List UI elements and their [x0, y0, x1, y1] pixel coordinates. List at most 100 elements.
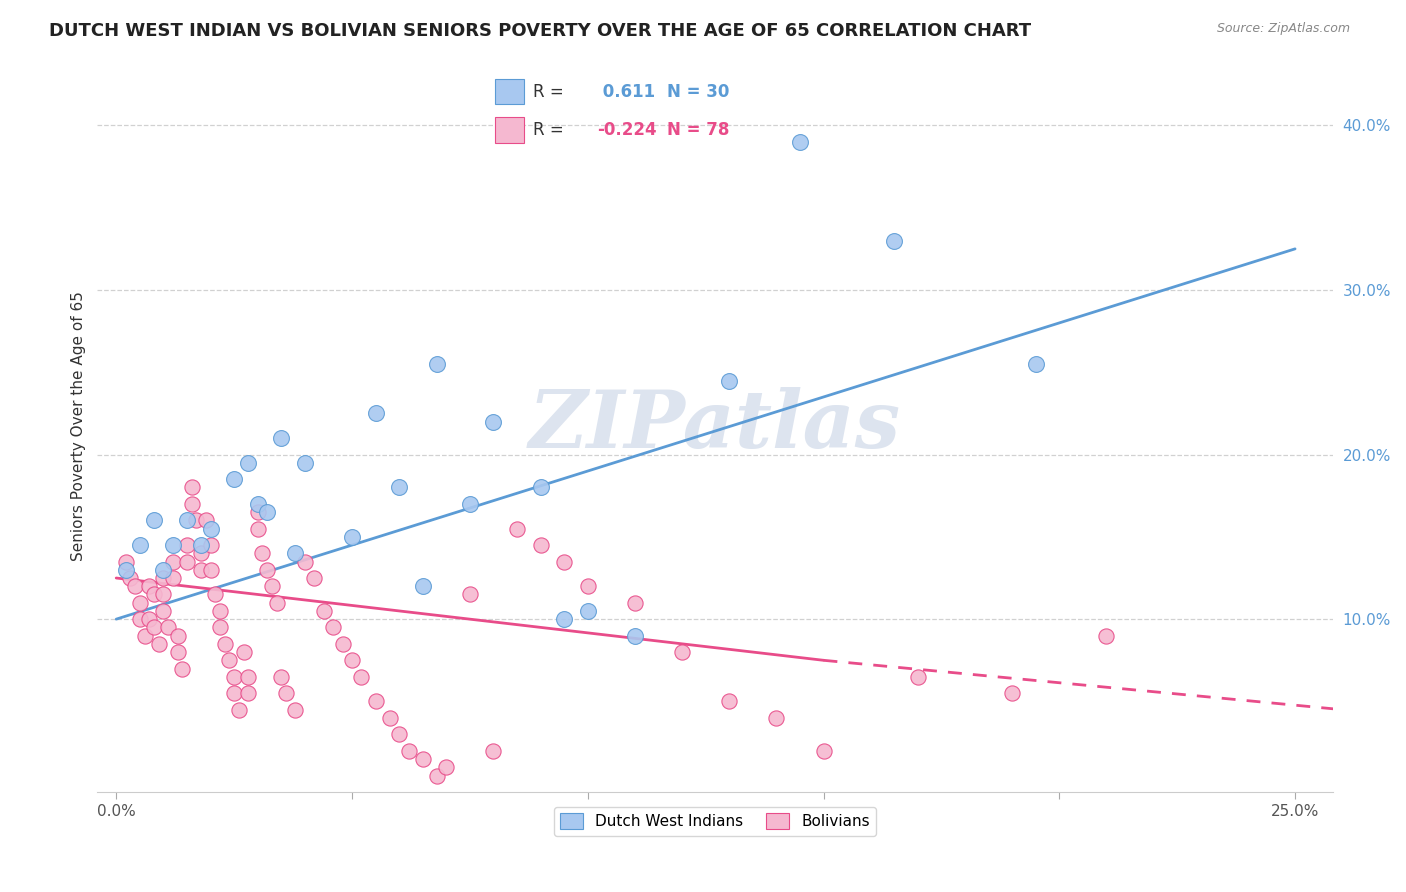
Point	[172, 661, 194, 675]
Point	[176, 513, 198, 527]
Point	[529, 481, 551, 495]
Text: DUTCH WEST INDIAN VS BOLIVIAN SENIORS POVERTY OVER THE AGE OF 65 CORRELATION CHA: DUTCH WEST INDIAN VS BOLIVIAN SENIORS PO…	[49, 22, 1032, 40]
Point	[208, 620, 231, 634]
Point	[412, 752, 434, 766]
Point	[208, 604, 231, 618]
Point	[364, 694, 387, 708]
Point	[186, 513, 208, 527]
Point	[138, 612, 160, 626]
Point	[152, 587, 174, 601]
Point	[789, 135, 811, 149]
Point	[576, 604, 599, 618]
Point	[482, 744, 505, 758]
Point	[114, 555, 136, 569]
Point	[350, 670, 373, 684]
Point	[294, 456, 316, 470]
Point	[228, 703, 250, 717]
Point	[152, 604, 174, 618]
Point	[222, 472, 245, 486]
Point	[162, 555, 184, 569]
Point	[260, 579, 283, 593]
Point	[256, 505, 278, 519]
Point	[120, 571, 142, 585]
Point	[238, 686, 260, 700]
Point	[190, 546, 212, 560]
Point	[246, 505, 269, 519]
Point	[148, 637, 170, 651]
Legend: Dutch West Indians, Bolivians: Dutch West Indians, Bolivians	[554, 807, 876, 836]
Point	[128, 612, 150, 626]
Point	[813, 744, 835, 758]
Point	[1025, 357, 1047, 371]
Point	[284, 546, 307, 560]
Point	[128, 596, 150, 610]
Point	[232, 645, 254, 659]
Point	[157, 620, 180, 634]
Point	[200, 522, 222, 536]
Point	[284, 703, 307, 717]
Point	[142, 587, 165, 601]
Point	[218, 653, 240, 667]
Text: ZIPatlas: ZIPatlas	[529, 387, 901, 465]
Point	[553, 612, 575, 626]
Point	[246, 497, 269, 511]
Text: Source: ZipAtlas.com: Source: ZipAtlas.com	[1216, 22, 1350, 36]
Point	[426, 357, 449, 371]
Point	[506, 522, 529, 536]
Point	[312, 604, 335, 618]
Point	[166, 645, 188, 659]
Point	[765, 711, 787, 725]
Point	[180, 497, 202, 511]
Point	[142, 513, 165, 527]
Point	[1095, 629, 1118, 643]
Point	[238, 456, 260, 470]
Point	[138, 579, 160, 593]
Point	[114, 563, 136, 577]
Point	[152, 563, 174, 577]
Point	[176, 555, 198, 569]
Point	[718, 374, 741, 388]
Point	[214, 637, 236, 651]
Point	[458, 497, 481, 511]
Point	[266, 596, 288, 610]
Point	[222, 686, 245, 700]
Point	[718, 694, 741, 708]
Point	[332, 637, 354, 651]
Y-axis label: Seniors Poverty Over the Age of 65: Seniors Poverty Over the Age of 65	[72, 291, 86, 561]
Point	[388, 727, 411, 741]
Point	[162, 571, 184, 585]
Point	[671, 645, 693, 659]
Point	[166, 629, 188, 643]
Point	[176, 538, 198, 552]
Point	[128, 538, 150, 552]
Point	[322, 620, 344, 634]
Point	[270, 670, 292, 684]
Point	[256, 563, 278, 577]
Point	[364, 406, 387, 420]
Point	[426, 768, 449, 782]
Point	[222, 670, 245, 684]
Point	[883, 234, 905, 248]
Point	[190, 563, 212, 577]
Point	[180, 481, 202, 495]
Point	[190, 538, 212, 552]
Point	[124, 579, 146, 593]
Point	[458, 587, 481, 601]
Point	[398, 744, 420, 758]
Point	[482, 415, 505, 429]
Point	[200, 563, 222, 577]
Point	[340, 530, 363, 544]
Point	[624, 629, 647, 643]
Point	[204, 587, 226, 601]
Point	[152, 571, 174, 585]
Point	[238, 670, 260, 684]
Point	[294, 555, 316, 569]
Point	[200, 538, 222, 552]
Point	[378, 711, 401, 725]
Point	[576, 579, 599, 593]
Point	[388, 481, 411, 495]
Point	[246, 522, 269, 536]
Point	[907, 670, 929, 684]
Point	[162, 538, 184, 552]
Point	[340, 653, 363, 667]
